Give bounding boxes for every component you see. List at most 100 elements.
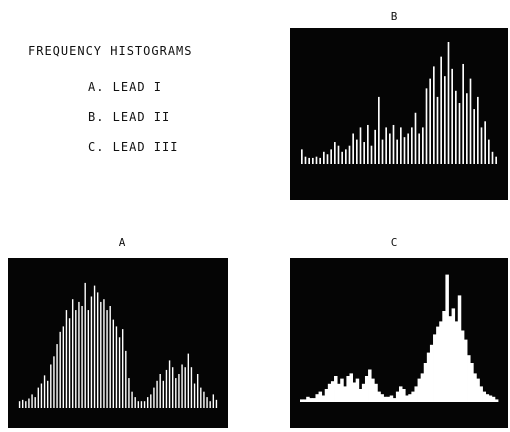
histogram-c-bar [318,391,323,402]
histogram-c-bar [361,383,366,402]
histogram-c-bar [467,355,471,402]
histogram-c-bar [429,344,434,402]
legend-item-lead-i: A. LEAD I [88,80,163,94]
histogram-c-bar [433,334,437,402]
histogram-a-bar [206,397,208,408]
histogram-c-bar [454,321,459,402]
histogram-b-bar [341,151,343,164]
histogram-a-bar [131,391,133,408]
legend-item-lead-ii: B. LEAD II [88,110,171,124]
histogram-c-bar [371,378,375,402]
histogram-c-bar [358,389,363,402]
histogram-c-bar [408,394,412,402]
histogram-a-bar [78,301,80,408]
histogram-c-bar [494,399,499,402]
histogram-c-bar [442,311,446,402]
histogram-b-bar [400,127,402,164]
histogram-b-bar [425,88,428,164]
histogram-c-bar [340,378,344,402]
histogram-c-bar [451,308,456,402]
histogram-a-bar [196,374,199,408]
histogram-b-bar [315,156,318,164]
histogram-a-bar [50,364,52,408]
histogram-b-bar [403,137,406,164]
histogram-b-bar [458,103,461,164]
histogram-a-bar [162,380,165,408]
histogram-a-bar [171,367,174,408]
histogram-a-bar [43,375,46,408]
histogram-c-bar [448,316,452,402]
histogram-a-bar [25,401,27,408]
histogram-b-bar [348,145,351,164]
histogram-c-bar [439,321,443,402]
histogram-a-bar [115,326,118,408]
histogram-b-bar [411,127,413,164]
histogram-a-bar [28,398,30,408]
histogram-c-bar [352,382,357,402]
histogram-a-bar [62,326,65,408]
histogram-a-bar [109,306,111,408]
histogram-a-bar [84,282,86,408]
histogram-b-bar [326,154,329,164]
histogram-b-bar [480,127,483,164]
legend-title: FREQUENCY HISTOGRAMS [28,44,193,58]
histogram-b-bar [429,78,431,164]
histogram-b-bar [440,56,442,164]
histogram-c-bar [315,394,319,402]
histogram-c-bar [395,391,400,402]
histogram-b-bar [352,133,354,164]
histogram-b-bar [455,90,457,164]
histogram-c-bar [488,395,493,402]
panel-a-label: A [118,236,126,249]
histogram-a-bar [81,306,83,408]
histogram-a-bar [71,299,74,408]
histogram-c-bar [436,326,440,402]
panel-b-background [290,28,508,200]
histogram-b-bar [414,112,417,164]
histogram-c-bar [327,383,332,402]
histogram-c-bar [303,399,307,402]
histogram-b-bar [312,157,314,164]
histogram-a-bar [137,401,140,408]
histogram-b-bar [378,96,380,164]
histogram-panel-a [8,258,228,428]
histogram-a-bar [212,394,215,408]
histogram-c-bar [374,383,378,402]
histogram-c-bar [349,373,353,402]
histogram-a-bar [112,319,115,408]
histogram-b-bar [422,127,424,164]
histogram-b-bar [488,139,490,164]
histogram-a-bar [75,310,77,408]
histogram-b-bar [367,124,369,164]
histogram-a-bar [65,310,68,408]
histogram-c-bar [470,363,474,402]
histogram-a-bar [156,380,158,408]
panel-c-background [290,258,508,428]
histogram-a-bar [87,310,90,408]
histogram-c-bar [414,386,418,402]
histogram-b-bar [469,78,472,164]
histogram-b-bar [466,93,468,164]
histogram-b-bar [451,68,453,164]
histogram-b-bar [319,157,321,164]
histogram-a-bar [146,397,149,408]
histogram-a-bar [200,387,202,408]
histogram-a-bar [56,344,58,408]
histogram-b-bar [308,157,310,164]
histogram-c-bar [309,398,313,402]
histogram-b-bar [491,151,494,164]
histogram-a-bar [153,387,155,408]
histogram-c-bar [405,395,409,402]
histogram-a-bar [100,301,102,408]
histogram-c-bar [377,391,381,402]
histogram-a-bar [125,350,127,408]
histogram-b-bar [407,133,409,164]
histogram-c-bar [324,389,329,402]
histogram-b-bar [381,139,384,164]
histogram-a-bar [46,380,49,408]
histogram-a-bar [18,401,21,408]
histogram-a-bar [40,383,43,408]
histogram-a-bar [31,394,33,408]
histogram-c-bar [392,398,397,402]
histogram-c-bar [343,386,347,402]
